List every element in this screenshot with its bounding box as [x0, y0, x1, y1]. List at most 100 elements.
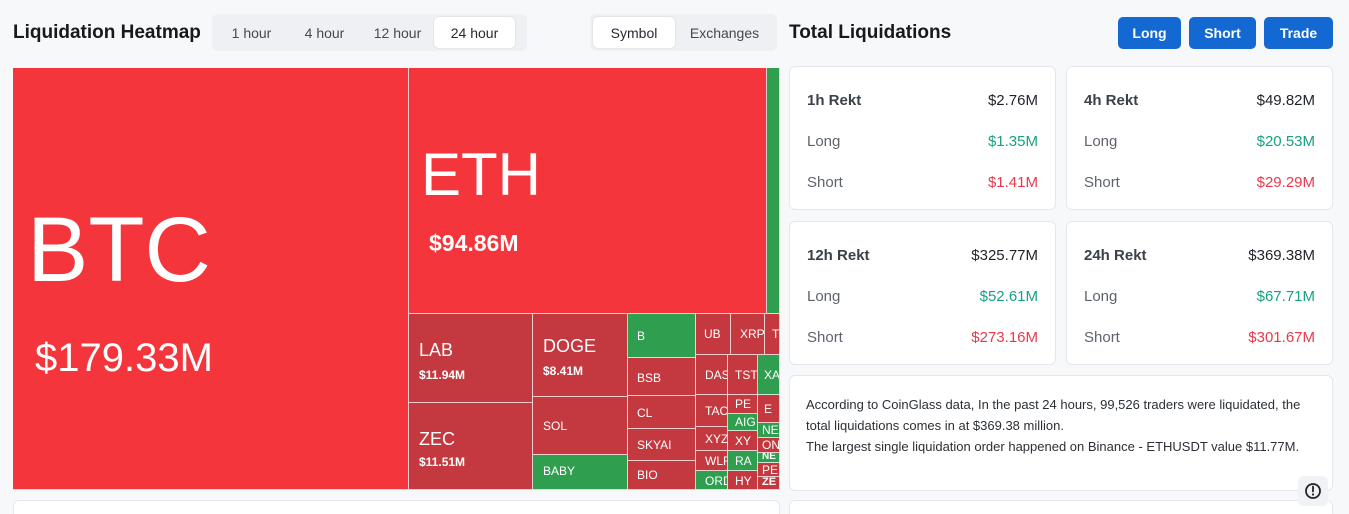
short-button[interactable]: Short: [1189, 17, 1256, 49]
time-option-24h[interactable]: 24 hour: [434, 17, 515, 48]
group-option-exchanges[interactable]: Exchanges: [689, 24, 760, 41]
tile-symbol: BTC: [27, 199, 211, 301]
tile-hy[interactable]: HY: [728, 471, 758, 490]
trade-button[interactable]: Trade: [1264, 17, 1333, 49]
tile-lab[interactable]: LAB $11.94M: [409, 314, 533, 403]
short-value: $301.67M: [1248, 329, 1315, 346]
tile-eth[interactable]: ETH $94.86M: [409, 68, 767, 314]
card-long-row: Long $20.53M: [1084, 133, 1315, 150]
tile-symbol: T: [772, 327, 780, 341]
tile-symbol: SKYAI: [637, 438, 672, 452]
tile-symbol: PE: [735, 397, 752, 411]
tile-xyz[interactable]: XYZ: [696, 427, 728, 451]
tile-value: $179.33M: [35, 336, 213, 380]
tile-ub[interactable]: UB: [696, 314, 731, 355]
tile-xrp[interactable]: XRP: [731, 314, 765, 355]
long-label: Long: [807, 288, 841, 305]
tile-symbol: CL: [637, 406, 653, 420]
tile-wlf[interactable]: WLF: [696, 451, 728, 471]
tile-symbol: RA: [735, 454, 752, 468]
short-value: $1.41M: [987, 174, 1038, 191]
tile-ze[interactable]: ZE: [758, 477, 780, 490]
card-header-row: 4h Rekt $49.82M: [1084, 92, 1315, 109]
tile-baby[interactable]: BABY: [533, 455, 628, 490]
group-by-selector: Symbol Exchanges: [590, 14, 777, 51]
long-label: Long: [1084, 288, 1118, 305]
long-button[interactable]: Long: [1118, 17, 1181, 49]
tile-symbol: TST: [735, 368, 758, 382]
card-total: $369.38M: [1248, 247, 1315, 264]
summary-line-1: According to CoinGlass data, In the past…: [806, 397, 1301, 433]
tile-das[interactable]: DAS: [696, 355, 728, 395]
long-label: Long: [807, 133, 841, 150]
lower-panel-edge: [13, 500, 780, 514]
short-label: Short: [807, 329, 843, 346]
tile-symbol: BABY: [543, 464, 576, 478]
tile-pe[interactable]: PE: [728, 395, 758, 414]
tile-cl[interactable]: CL: [628, 396, 696, 429]
tile-symbol: NE: [762, 453, 776, 462]
liquidation-summary: According to CoinGlass data, In the past…: [789, 375, 1333, 491]
card-short-row: Short $301.67M: [1084, 329, 1315, 346]
short-value: $273.16M: [971, 329, 1038, 346]
tile-xa[interactable]: XA: [758, 355, 780, 395]
card-header-row: 24h Rekt $369.38M: [1084, 247, 1315, 264]
time-option-1h[interactable]: 1 hour: [231, 24, 272, 41]
tile-ord[interactable]: ORD: [696, 471, 728, 490]
tile-xy[interactable]: XY: [728, 431, 758, 451]
card-label: 24h Rekt: [1084, 247, 1147, 264]
tile-symbol: XY: [735, 434, 752, 448]
long-label: Long: [1084, 133, 1118, 150]
tile-e[interactable]: E: [758, 395, 780, 423]
card-short-row: Short $29.29M: [1084, 174, 1315, 191]
tile-on[interactable]: ON: [758, 438, 780, 453]
tile-pe-2[interactable]: PE: [758, 463, 780, 477]
tile-b[interactable]: B: [628, 314, 696, 358]
card-total: $49.82M: [1256, 92, 1315, 109]
tile-bio[interactable]: BIO: [628, 461, 696, 490]
group-option-symbol[interactable]: Symbol: [593, 17, 675, 48]
rekt-card-24h: 24h Rekt $369.38M Long $67.71M Short $30…: [1066, 221, 1333, 365]
tile-symbol: ORD: [705, 474, 727, 488]
tile-bsb[interactable]: BSB: [628, 358, 696, 396]
time-option-4h[interactable]: 4 hour: [304, 24, 345, 41]
tile-symbol: DAS: [705, 368, 728, 382]
card-total: $2.76M: [987, 92, 1038, 109]
tile-symbol: NE: [762, 423, 779, 437]
card-header-row: 12h Rekt $325.77M: [807, 247, 1038, 264]
short-label: Short: [807, 174, 843, 191]
liquidation-treemap: BTC $179.33M ETH $94.86M LAB $11.94M ZEC…: [13, 68, 780, 490]
tile-btc[interactable]: BTC $179.33M: [13, 68, 409, 490]
tile-value: $11.51M: [419, 455, 466, 469]
card-header-row: 1h Rekt $2.76M: [807, 92, 1038, 109]
tile-ra[interactable]: RA: [728, 451, 758, 471]
tile-doge[interactable]: DOGE $8.41M: [533, 314, 628, 397]
tile-green-long[interactable]: [767, 68, 780, 314]
summary-line-2: The largest single liquidation order hap…: [806, 439, 1300, 454]
short-label: Short: [1084, 174, 1120, 191]
tile-symbol: XA: [764, 368, 780, 382]
card-short-row: Short $1.41M: [807, 174, 1038, 191]
tile-tst[interactable]: TST: [728, 355, 758, 395]
tile-ne[interactable]: NE: [758, 423, 780, 438]
tile-symbol: E: [764, 402, 773, 416]
card-label: 1h Rekt: [807, 92, 862, 109]
tile-tac[interactable]: TAC: [696, 395, 728, 427]
time-range-selector: 1 hour 4 hour 12 hour 24 hour: [212, 14, 527, 51]
heatmap-title: Liquidation Heatmap: [13, 22, 201, 43]
tile-symbol: TAC: [705, 404, 728, 418]
tile-ne-2[interactable]: NE: [758, 453, 780, 463]
long-value: $67.71M: [1256, 288, 1315, 305]
tile-aig[interactable]: AIG: [728, 414, 758, 431]
time-option-12h[interactable]: 12 hour: [373, 24, 422, 41]
tile-symbol: ON: [762, 438, 780, 452]
tile-t[interactable]: T: [765, 314, 780, 355]
short-value: $29.29M: [1256, 174, 1315, 191]
card-long-row: Long $67.71M: [1084, 288, 1315, 305]
clock-icon[interactable]: [1298, 476, 1328, 506]
tile-skyai[interactable]: SKYAI: [628, 429, 696, 461]
tile-sol[interactable]: SOL: [533, 397, 628, 455]
card-short-row: Short $273.16M: [807, 329, 1038, 346]
tile-zec[interactable]: ZEC $11.51M: [409, 403, 533, 490]
